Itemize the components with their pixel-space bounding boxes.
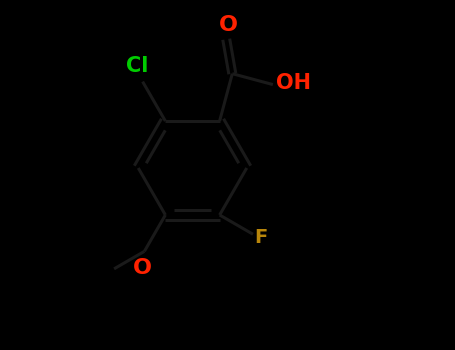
Text: O: O [218,15,238,35]
Text: Cl: Cl [126,56,149,76]
Text: OH: OH [276,73,311,93]
Text: O: O [133,258,152,278]
Text: F: F [255,228,268,247]
